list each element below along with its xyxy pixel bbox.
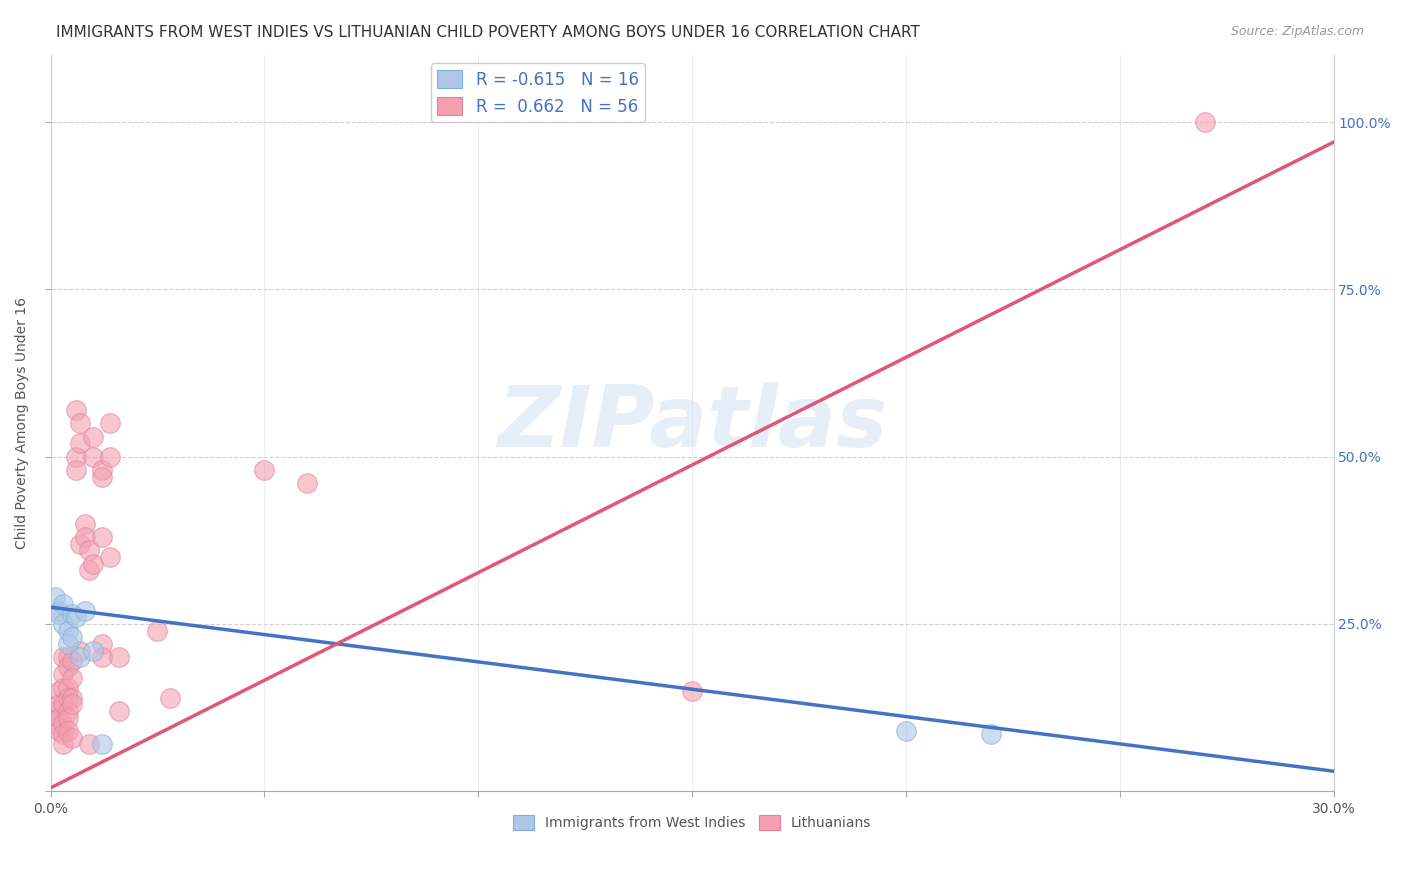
Point xyxy=(65,402,87,417)
Point xyxy=(100,549,122,564)
Point xyxy=(48,607,70,621)
Legend: Immigrants from West Indies, Lithuanians: Immigrants from West Indies, Lithuanians xyxy=(508,810,877,836)
Point xyxy=(56,724,79,739)
Point xyxy=(100,416,122,430)
Point xyxy=(295,476,318,491)
Point xyxy=(52,698,75,712)
Point xyxy=(60,607,83,621)
Point xyxy=(69,416,91,430)
Point xyxy=(52,717,75,731)
Point xyxy=(52,667,75,681)
Point xyxy=(44,591,66,605)
Point xyxy=(48,698,70,712)
Point xyxy=(52,738,75,752)
Point xyxy=(56,660,79,674)
Point xyxy=(253,463,276,477)
Point xyxy=(90,738,112,752)
Point xyxy=(52,597,75,611)
Point xyxy=(56,711,79,725)
Point xyxy=(60,631,83,645)
Point xyxy=(108,704,131,718)
Point xyxy=(60,690,83,705)
Point xyxy=(48,604,70,618)
Point xyxy=(159,690,181,705)
Point xyxy=(77,543,100,558)
Y-axis label: Child Poverty Among Boys Under 16: Child Poverty Among Boys Under 16 xyxy=(15,297,30,549)
Point xyxy=(100,450,122,464)
Point xyxy=(90,530,112,544)
Point xyxy=(90,463,112,477)
Point xyxy=(65,610,87,624)
Point xyxy=(56,624,79,638)
Point xyxy=(894,724,917,739)
Point xyxy=(60,671,83,685)
Point xyxy=(82,644,104,658)
Point xyxy=(60,698,83,712)
Point xyxy=(69,436,91,450)
Point xyxy=(82,450,104,464)
Point xyxy=(48,724,70,739)
Point xyxy=(44,704,66,718)
Point xyxy=(108,650,131,665)
Point xyxy=(52,650,75,665)
Point xyxy=(56,681,79,695)
Point xyxy=(56,637,79,651)
Point xyxy=(48,684,70,698)
Text: IMMIGRANTS FROM WEST INDIES VS LITHUANIAN CHILD POVERTY AMONG BOYS UNDER 16 CORR: IMMIGRANTS FROM WEST INDIES VS LITHUANIA… xyxy=(56,25,920,40)
Point xyxy=(65,463,87,477)
Point xyxy=(73,604,96,618)
Point xyxy=(82,429,104,443)
Point xyxy=(73,516,96,531)
Point xyxy=(90,650,112,665)
Point xyxy=(52,727,75,741)
Point xyxy=(56,650,79,665)
Point xyxy=(65,450,87,464)
Point xyxy=(52,617,75,632)
Point xyxy=(69,536,91,550)
Point xyxy=(77,738,100,752)
Point xyxy=(52,681,75,695)
Point xyxy=(48,711,70,725)
Point xyxy=(69,650,91,665)
Point xyxy=(980,727,1002,741)
Point xyxy=(681,684,703,698)
Point xyxy=(82,557,104,571)
Point xyxy=(56,690,79,705)
Point xyxy=(60,654,83,668)
Point xyxy=(1194,115,1216,129)
Text: ZIPatlas: ZIPatlas xyxy=(496,382,887,465)
Point xyxy=(56,704,79,718)
Text: Source: ZipAtlas.com: Source: ZipAtlas.com xyxy=(1230,25,1364,38)
Point xyxy=(73,530,96,544)
Point xyxy=(90,469,112,483)
Point xyxy=(90,637,112,651)
Point xyxy=(77,563,100,577)
Point xyxy=(69,644,91,658)
Point xyxy=(146,624,169,638)
Point xyxy=(44,717,66,731)
Point xyxy=(60,731,83,745)
